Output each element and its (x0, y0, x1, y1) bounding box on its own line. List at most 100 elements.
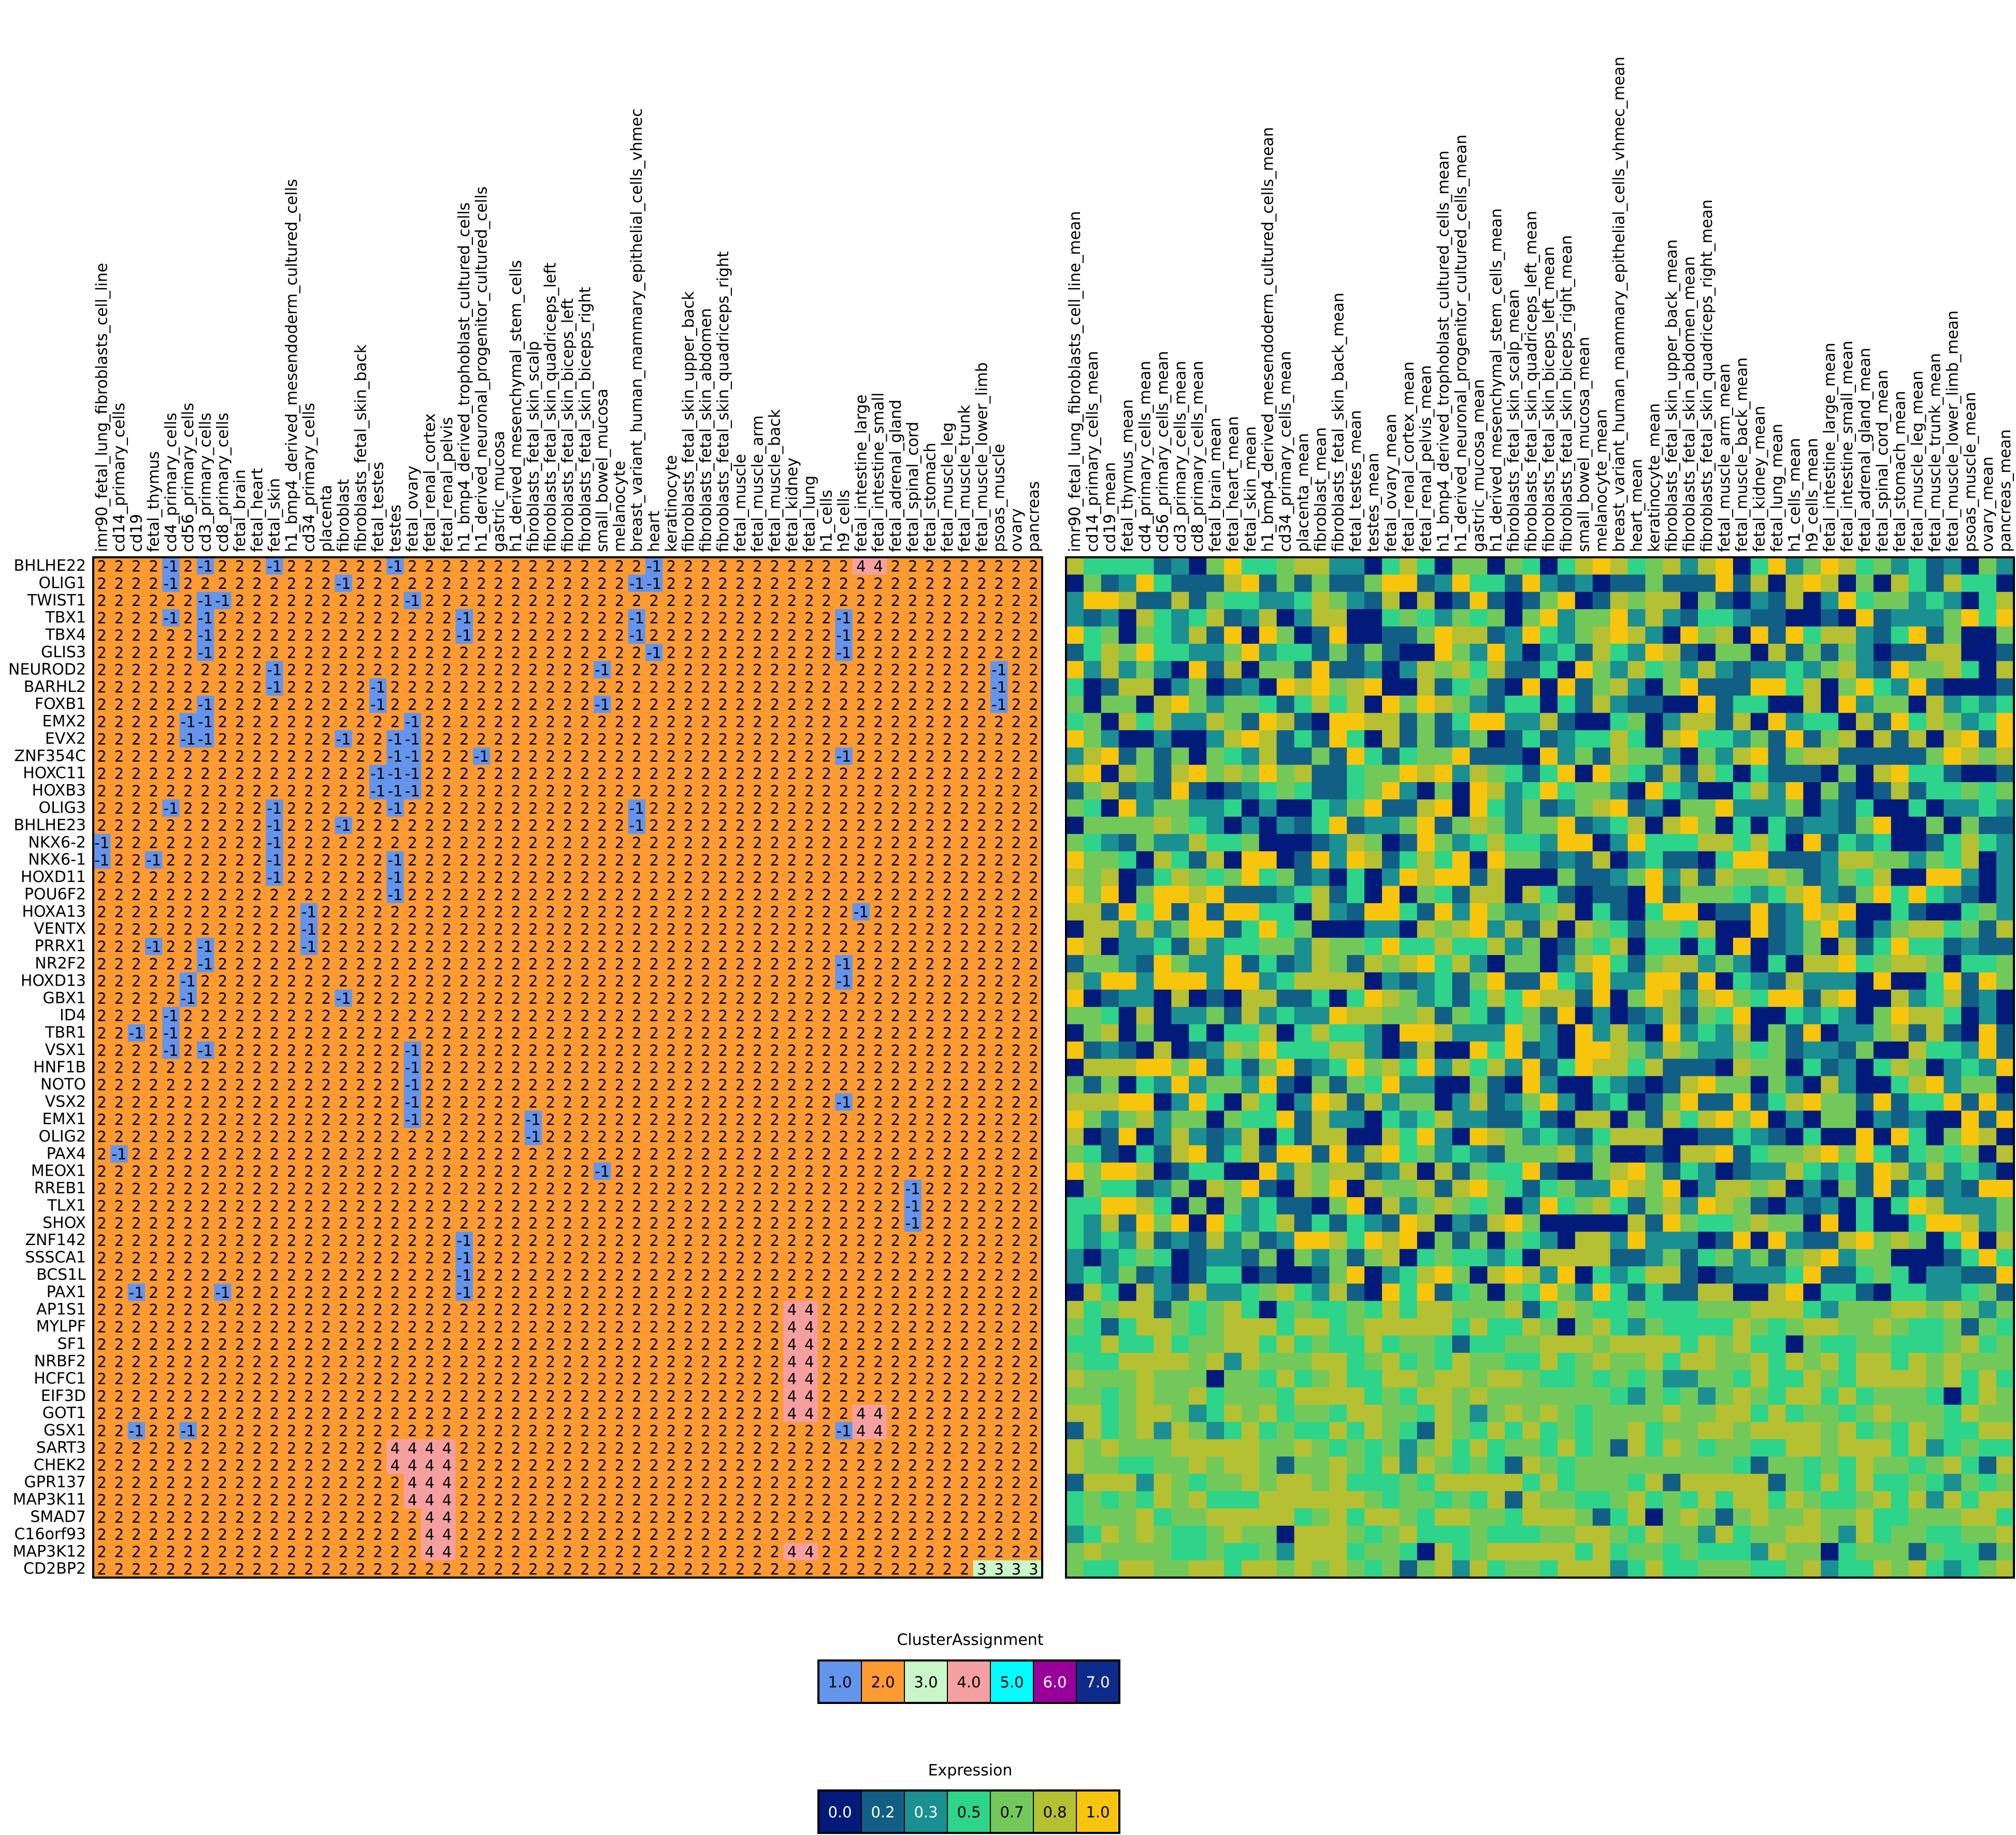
cluster-cell-value: 2 (425, 990, 434, 1007)
cluster-cell-value: 2 (391, 1076, 400, 1094)
cluster-cell-value: 2 (873, 1042, 883, 1059)
cluster-cell-value: 2 (183, 592, 193, 610)
cluster-cell-value: 2 (615, 678, 624, 696)
cluster-cell-value: 2 (597, 800, 607, 817)
cluster-cell-value: 2 (873, 1007, 883, 1025)
cluster-cell-value: -1 (405, 765, 420, 783)
cluster-cell-value: 2 (166, 834, 176, 852)
cluster-cell-value: 2 (736, 869, 745, 886)
cluster-cell-value: 2 (908, 903, 917, 921)
cluster-cell-value: 2 (528, 903, 538, 921)
cluster-cell-value: 2 (787, 817, 797, 834)
cluster-cell-value: 2 (200, 834, 210, 852)
cluster-cell-value: 2 (545, 610, 555, 627)
cluster-cell-value: 2 (97, 1042, 106, 1059)
cluster-cell-value: 2 (891, 592, 900, 610)
cluster-cell-value: 2 (200, 903, 210, 921)
cluster-cell-value: 2 (528, 627, 538, 644)
cluster-cell-value: 2 (1029, 678, 1038, 696)
cluster-cell-value: 2 (684, 610, 693, 627)
cluster-cell-value: 2 (97, 575, 106, 593)
cluster-cell-value: 2 (925, 782, 934, 800)
cluster-cell-value: 2 (995, 990, 1004, 1007)
cluster-cell-value: 2 (373, 1093, 382, 1111)
cluster-cell-value: 2 (373, 869, 382, 886)
cluster-cell-value: 2 (321, 955, 330, 973)
cluster-cell-value: 2 (753, 748, 762, 765)
cluster-cell-value: 2 (477, 627, 486, 644)
cluster-cell-value: 2 (97, 1024, 106, 1042)
cluster-cell-value: 2 (684, 800, 693, 817)
cluster-cell-value: 2 (321, 921, 330, 938)
cluster-cell-value: 2 (977, 661, 986, 679)
cluster-cell-value: 2 (494, 1059, 503, 1077)
cluster-cell-value: 2 (511, 886, 521, 904)
cluster-cell-value: 2 (995, 713, 1004, 731)
cluster-cell-value: 2 (425, 1059, 434, 1077)
cluster-cell-value: 2 (252, 1042, 262, 1059)
cluster-cell-value: 2 (649, 661, 658, 679)
cluster-cell-value: 2 (287, 748, 296, 765)
cluster-cell-value: 2 (149, 990, 158, 1007)
cluster-cell-value: 2 (442, 817, 452, 834)
cluster-cell-value: 2 (667, 903, 676, 921)
cluster-cell-value: 2 (977, 851, 986, 869)
cluster-cell-value: 2 (684, 973, 693, 990)
cluster-cell-value: -1 (94, 851, 109, 869)
cluster-cell-value: 2 (149, 1076, 158, 1094)
cluster-cell-value: 2 (615, 1059, 624, 1077)
cluster-cell-value: -1 (387, 886, 402, 904)
cluster-cell-value: 2 (580, 696, 589, 713)
cluster-cell-value: 2 (1029, 575, 1038, 593)
cluster-cell-value: 2 (200, 800, 210, 817)
cluster-cell-value: 2 (132, 765, 141, 783)
cluster-cell-value: 2 (718, 938, 728, 956)
cluster-cell-value: 2 (753, 817, 762, 834)
cluster-cell-value: 2 (615, 610, 624, 627)
cluster-cell-value: 2 (563, 938, 572, 956)
cluster-cell-value: 2 (494, 921, 503, 938)
cluster-cell-value: 2 (770, 1093, 779, 1111)
cluster-cell-value: 2 (925, 644, 934, 661)
cluster-cell-value: 2 (856, 782, 866, 800)
cluster-cell-value: 2 (804, 921, 814, 938)
cluster-cell-value: 2 (977, 782, 986, 800)
cluster-cell-value: 2 (252, 610, 262, 627)
cluster-cell-value: 2 (114, 869, 124, 886)
cluster-cell-value: 2 (615, 834, 624, 852)
cluster-cell-value: 2 (511, 644, 521, 661)
cluster-cell-value: 2 (891, 1042, 900, 1059)
cluster-cell-value: 2 (442, 1007, 452, 1025)
cluster-cell-value: 2 (684, 661, 693, 679)
cluster-cell-value: 2 (218, 678, 227, 696)
cluster-cell-value: 2 (753, 557, 762, 575)
cluster-cell-value: 2 (166, 903, 176, 921)
cluster-cell-value: 2 (856, 955, 866, 973)
cluster-cell-value: 2 (545, 1093, 555, 1111)
cluster-cell-value: 2 (270, 973, 279, 990)
cluster-cell-value: 2 (701, 1007, 710, 1025)
cluster-cell-value: 2 (1012, 869, 1021, 886)
cluster-cell-value: 2 (356, 800, 365, 817)
cluster-cell-value: 2 (822, 678, 831, 696)
cluster-cell-value: 2 (442, 1042, 452, 1059)
cluster-cell-value: 2 (218, 973, 227, 990)
cluster-cell-value: 2 (528, 748, 538, 765)
cluster-cell-value: 2 (804, 661, 814, 679)
cluster-cell-value: 2 (511, 748, 521, 765)
cluster-cell-value: 2 (736, 990, 745, 1007)
cluster-cell-value: 2 (252, 817, 262, 834)
cluster-cell-value: 2 (736, 748, 745, 765)
cluster-cell-value: 2 (977, 713, 986, 731)
cluster-cell-value: 2 (1012, 990, 1021, 1007)
cluster-cell-value: 2 (787, 1007, 797, 1025)
cluster-cell-value: 2 (166, 938, 176, 956)
cluster-cell-value: 2 (270, 990, 279, 1007)
cluster-cell-value: 2 (200, 1059, 210, 1077)
cluster-cell-value: 2 (132, 610, 141, 627)
cluster-cell-value: 2 (494, 886, 503, 904)
cluster-cell-value: 2 (856, 834, 866, 852)
cluster-cell-value: 2 (580, 834, 589, 852)
cluster-cell-value: 2 (787, 973, 797, 990)
cluster-cell-value: 2 (408, 851, 417, 869)
